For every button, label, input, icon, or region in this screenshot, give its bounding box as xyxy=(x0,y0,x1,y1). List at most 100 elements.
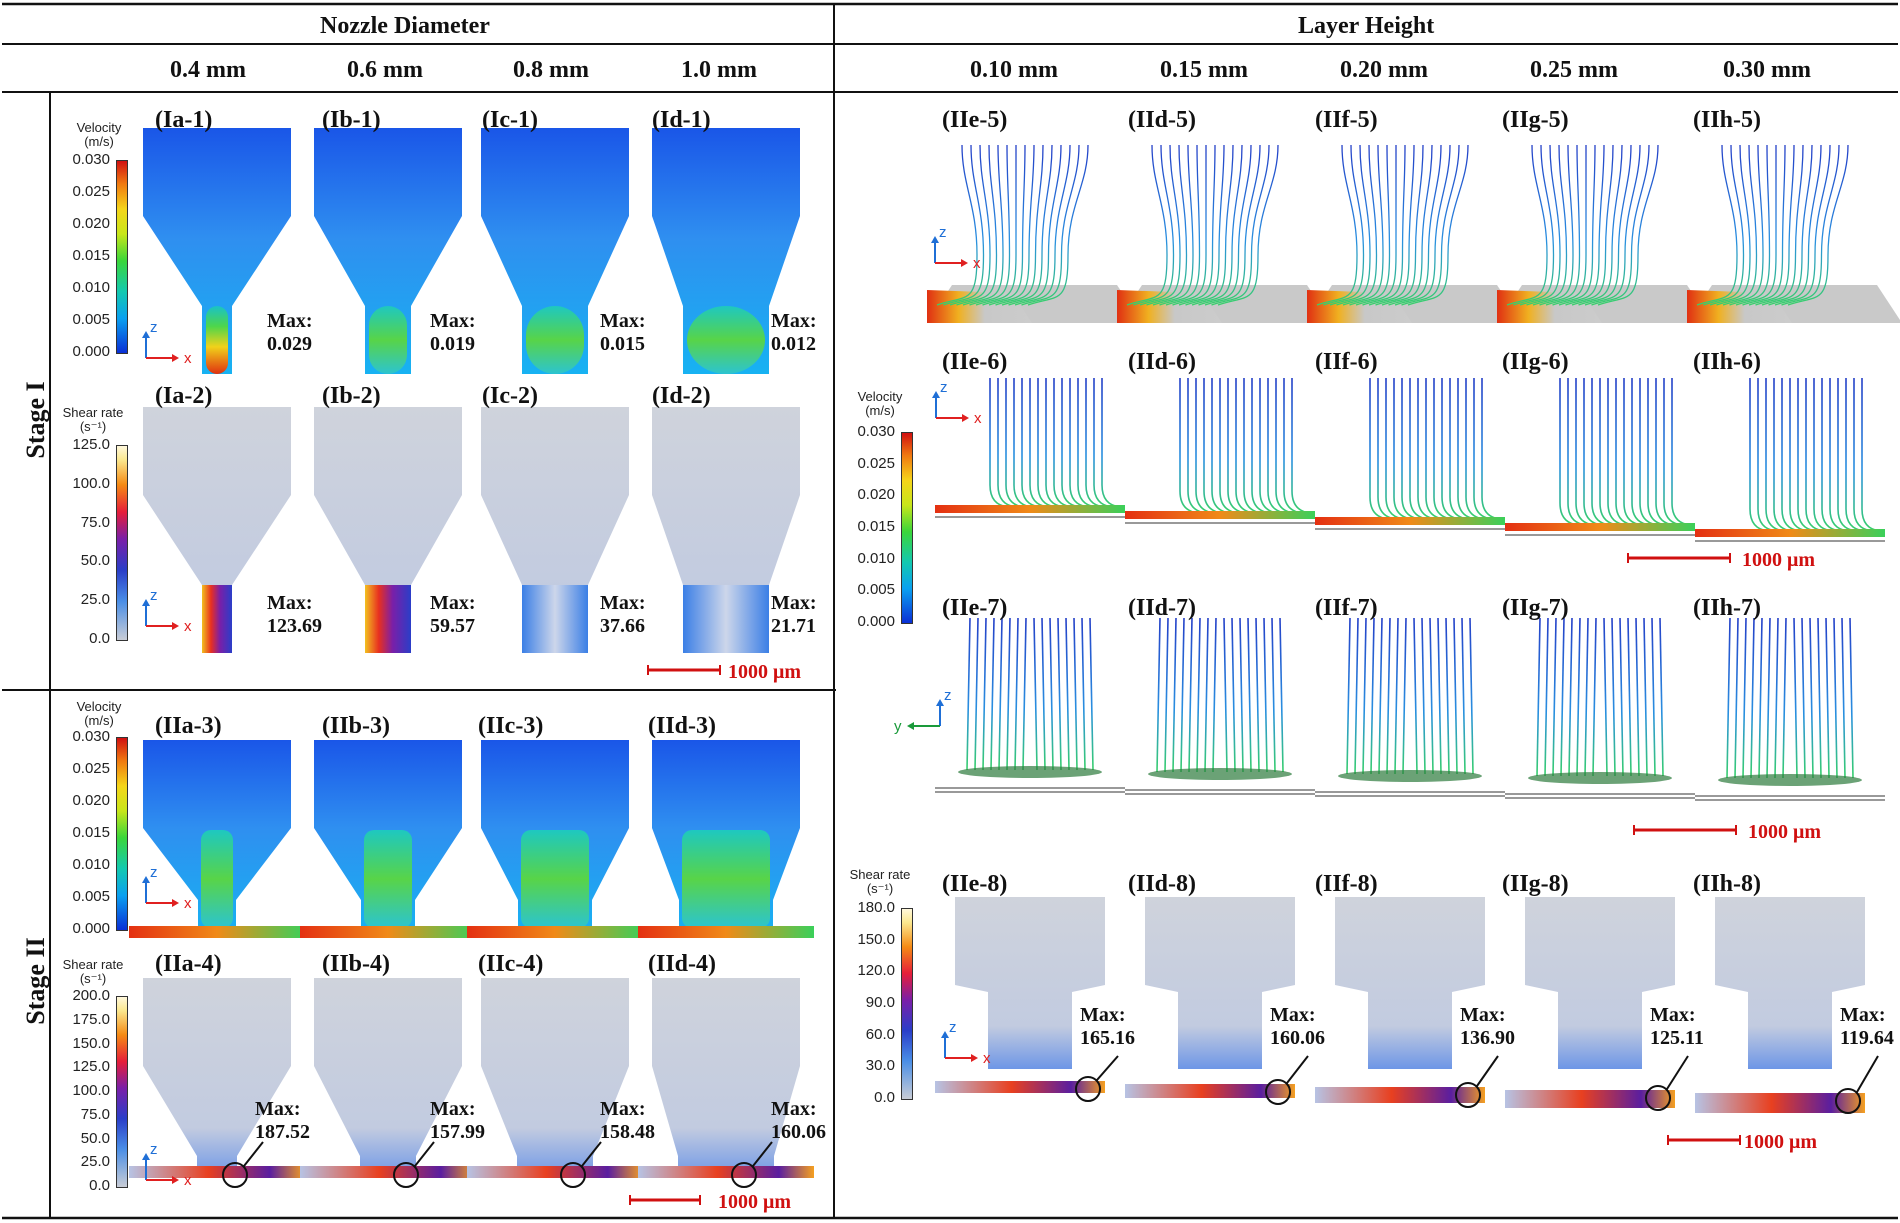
nozzle-contour-plots xyxy=(129,128,1865,1178)
colorbar-tick-label: 25.0 xyxy=(80,1153,110,1171)
scale-bar-label-3: 1000 μm xyxy=(1742,549,1815,571)
streamline xyxy=(1178,144,1225,306)
streamline xyxy=(1809,617,1814,779)
max-caption: Max: xyxy=(600,592,646,614)
max-shear-arrow xyxy=(1476,1055,1499,1087)
colorbar-tick-label: 175.0 xyxy=(72,1010,110,1028)
axis-z-label: z xyxy=(150,1141,158,1158)
colorbar-tick-label: 0.020 xyxy=(72,792,110,809)
streamline xyxy=(1394,144,1451,306)
velocity-plume xyxy=(682,830,770,928)
streamline xyxy=(974,617,979,771)
colorbar-tick-label: 0.000 xyxy=(72,343,110,360)
colorbar-shear-2 xyxy=(116,996,128,1188)
streamline xyxy=(1787,144,1849,306)
axis-h-arrowhead xyxy=(971,1054,978,1062)
colorbar-tick-label: 120.0 xyxy=(857,962,895,980)
streamline xyxy=(1506,144,1548,306)
deposit-front xyxy=(1718,774,1862,786)
layer-shear-nozzle-1 xyxy=(955,897,1105,1069)
max-value-label: Max: 0.012 xyxy=(771,310,817,356)
streamline xyxy=(1354,617,1359,775)
panel-label: (IIa-4) xyxy=(155,951,222,977)
colorbar-tick-label: 0.0 xyxy=(874,1089,895,1106)
streamline xyxy=(1126,144,1168,306)
panel-label: (IIf-7) xyxy=(1315,595,1378,621)
streamline xyxy=(1603,617,1608,777)
max-number: 187.52 xyxy=(255,1121,310,1143)
velocity-jet-core xyxy=(526,306,584,374)
axis-z-label: z xyxy=(939,224,947,241)
panel-label: (IIf-5) xyxy=(1315,107,1378,133)
max-shear-circle xyxy=(1455,1082,1481,1108)
velocity-jet-core xyxy=(687,306,765,374)
streamline xyxy=(1001,144,1053,306)
axis-z-arrowhead xyxy=(932,391,940,398)
streamline xyxy=(1370,617,1375,775)
streamline xyxy=(1735,145,1777,306)
scale-bar-label-4: 1000 μm xyxy=(1748,821,1821,843)
streamline xyxy=(1709,144,1751,306)
max-number: 0.015 xyxy=(600,333,645,355)
streamline xyxy=(1437,617,1442,775)
streamline xyxy=(936,144,978,306)
deposited-filament xyxy=(1505,523,1695,531)
max-caption: Max: xyxy=(255,1098,301,1120)
streamline xyxy=(1445,617,1450,775)
streamline xyxy=(962,144,1004,306)
max-value-label: Max: 59.57 xyxy=(430,592,476,638)
streamline xyxy=(1388,144,1442,306)
streamline xyxy=(1774,144,1831,306)
max-number: 125.11 xyxy=(1650,1027,1704,1049)
streamline xyxy=(1041,617,1046,771)
streamline xyxy=(949,144,991,306)
legend-title-velocity-2: Velocity (m/s) xyxy=(76,699,122,729)
streamline xyxy=(956,144,998,306)
deposited-filament xyxy=(1695,529,1885,537)
layer-shear-deposit xyxy=(935,1081,1105,1093)
deposited-filament xyxy=(1315,517,1505,525)
streamline xyxy=(1473,378,1493,520)
streamline xyxy=(1191,144,1243,306)
streamline xyxy=(1022,617,1027,771)
layer-shear-nozzle-2 xyxy=(1145,897,1295,1069)
velocity-jet-core xyxy=(206,306,228,374)
streamline xyxy=(1172,144,1216,306)
shear-deposited-layer xyxy=(300,1166,476,1178)
axis-h-label: x xyxy=(184,618,192,635)
colorbar-tick-label: 25.0 xyxy=(80,591,110,609)
max-shear-arrow xyxy=(1856,1055,1879,1093)
max-caption: Max: xyxy=(1840,1004,1886,1026)
deposited-filament xyxy=(935,505,1125,513)
streamline xyxy=(1545,145,1587,306)
colorbar-tick-label: 150.0 xyxy=(857,930,895,948)
streamline xyxy=(1014,144,1071,306)
streamline xyxy=(1833,617,1838,779)
axis-h-arrowhead xyxy=(172,899,179,907)
axis-z-arrowhead xyxy=(941,1031,949,1038)
streamline xyxy=(1429,617,1434,775)
max-value-label: Max: 187.52 xyxy=(255,1098,310,1144)
max-number: 160.06 xyxy=(1270,1027,1325,1049)
axis-z-label: z xyxy=(949,1019,957,1036)
streamline xyxy=(1172,617,1177,773)
streamline xyxy=(988,144,1035,306)
colorbar-velocity-2 xyxy=(116,737,128,931)
streamline xyxy=(1164,617,1169,773)
panel-label: (IId-6) xyxy=(1128,349,1197,375)
panel-label: (Ic-2) xyxy=(482,383,538,409)
col-layer-4: 0.30 mm xyxy=(1723,57,1811,83)
panel-label: (IIe-8) xyxy=(942,871,1008,897)
streamline xyxy=(943,144,985,306)
panel-label: (IIc-4) xyxy=(478,951,544,977)
layer-shear-nozzle-4 xyxy=(1525,897,1675,1069)
legend-title-velocity-3: Velocity (m/s) xyxy=(857,389,903,419)
velocity-jet-core xyxy=(369,306,407,374)
streamline xyxy=(1571,144,1623,306)
streamline xyxy=(1049,617,1054,771)
streamline xyxy=(1766,617,1771,779)
streamline xyxy=(1065,617,1070,771)
panel-label: (Id-2) xyxy=(652,383,711,409)
streamline xyxy=(1849,617,1854,779)
